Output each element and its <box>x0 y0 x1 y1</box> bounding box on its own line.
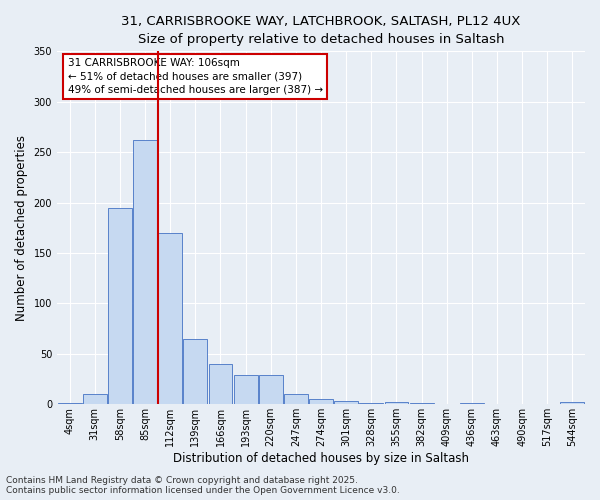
Bar <box>385 402 409 404</box>
Text: Contains HM Land Registry data © Crown copyright and database right 2025.
Contai: Contains HM Land Registry data © Crown c… <box>6 476 400 495</box>
Bar <box>83 394 107 404</box>
Bar <box>209 364 232 405</box>
Title: 31, CARRISBROOKE WAY, LATCHBROOK, SALTASH, PL12 4UX
Size of property relative to: 31, CARRISBROOKE WAY, LATCHBROOK, SALTAS… <box>121 15 521 46</box>
Bar <box>284 394 308 404</box>
Bar <box>133 140 157 404</box>
Bar <box>158 233 182 404</box>
Bar <box>309 399 333 404</box>
Bar <box>108 208 132 404</box>
Bar <box>334 402 358 404</box>
X-axis label: Distribution of detached houses by size in Saltash: Distribution of detached houses by size … <box>173 452 469 465</box>
Text: 31 CARRISBROOKE WAY: 106sqm
← 51% of detached houses are smaller (397)
49% of se: 31 CARRISBROOKE WAY: 106sqm ← 51% of det… <box>68 58 323 95</box>
Y-axis label: Number of detached properties: Number of detached properties <box>15 135 28 321</box>
Bar <box>184 338 207 404</box>
Bar <box>560 402 584 404</box>
Bar <box>259 375 283 404</box>
Bar <box>233 375 257 404</box>
